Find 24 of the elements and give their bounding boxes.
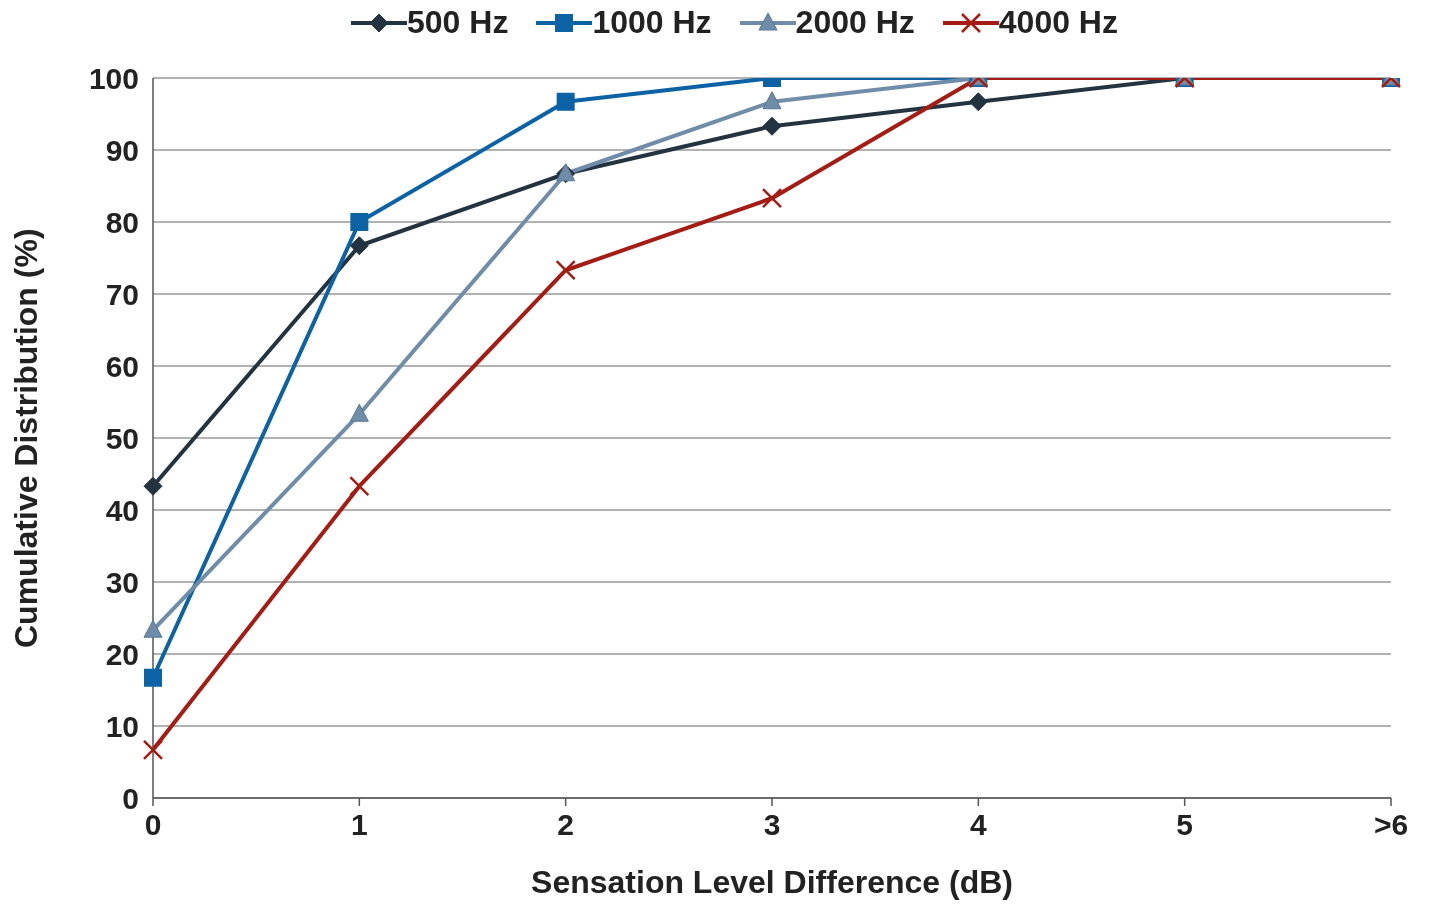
y-tick-label: 0: [122, 781, 139, 815]
x-tick-label: 1: [350, 808, 368, 842]
y-tick-label: 30: [105, 565, 139, 599]
y-tick-label: 60: [105, 349, 139, 383]
y-tick-label: 90: [105, 133, 139, 167]
x-tick-label: 0: [144, 808, 162, 842]
y-tick-label: 80: [105, 205, 139, 239]
y-tick-label: 20: [105, 637, 139, 671]
x-tick-label: 2: [557, 808, 575, 842]
x-tick-label: 4: [969, 808, 987, 842]
legend-label: 500 Hz: [406, 4, 509, 41]
y-tick-label: 10: [105, 709, 139, 743]
x-tick-label: 3: [763, 808, 781, 842]
y-tick-label: 40: [105, 493, 139, 527]
y-tick-label: 50: [105, 421, 139, 455]
x-tick-label: 5: [1176, 808, 1194, 842]
legend-label: 2000 Hz: [794, 4, 915, 41]
legend-label: 4000 Hz: [997, 4, 1118, 41]
y-axis-title: Cumulative Distribution (%): [8, 228, 45, 648]
x-axis-title: Sensation Level Difference (dB): [531, 864, 1013, 900]
y-tick-label: 70: [105, 277, 139, 311]
y-tick-label: 100: [88, 61, 139, 95]
x-tick-label: >6: [1373, 808, 1409, 842]
legend-label: 1000 Hz: [591, 4, 712, 41]
